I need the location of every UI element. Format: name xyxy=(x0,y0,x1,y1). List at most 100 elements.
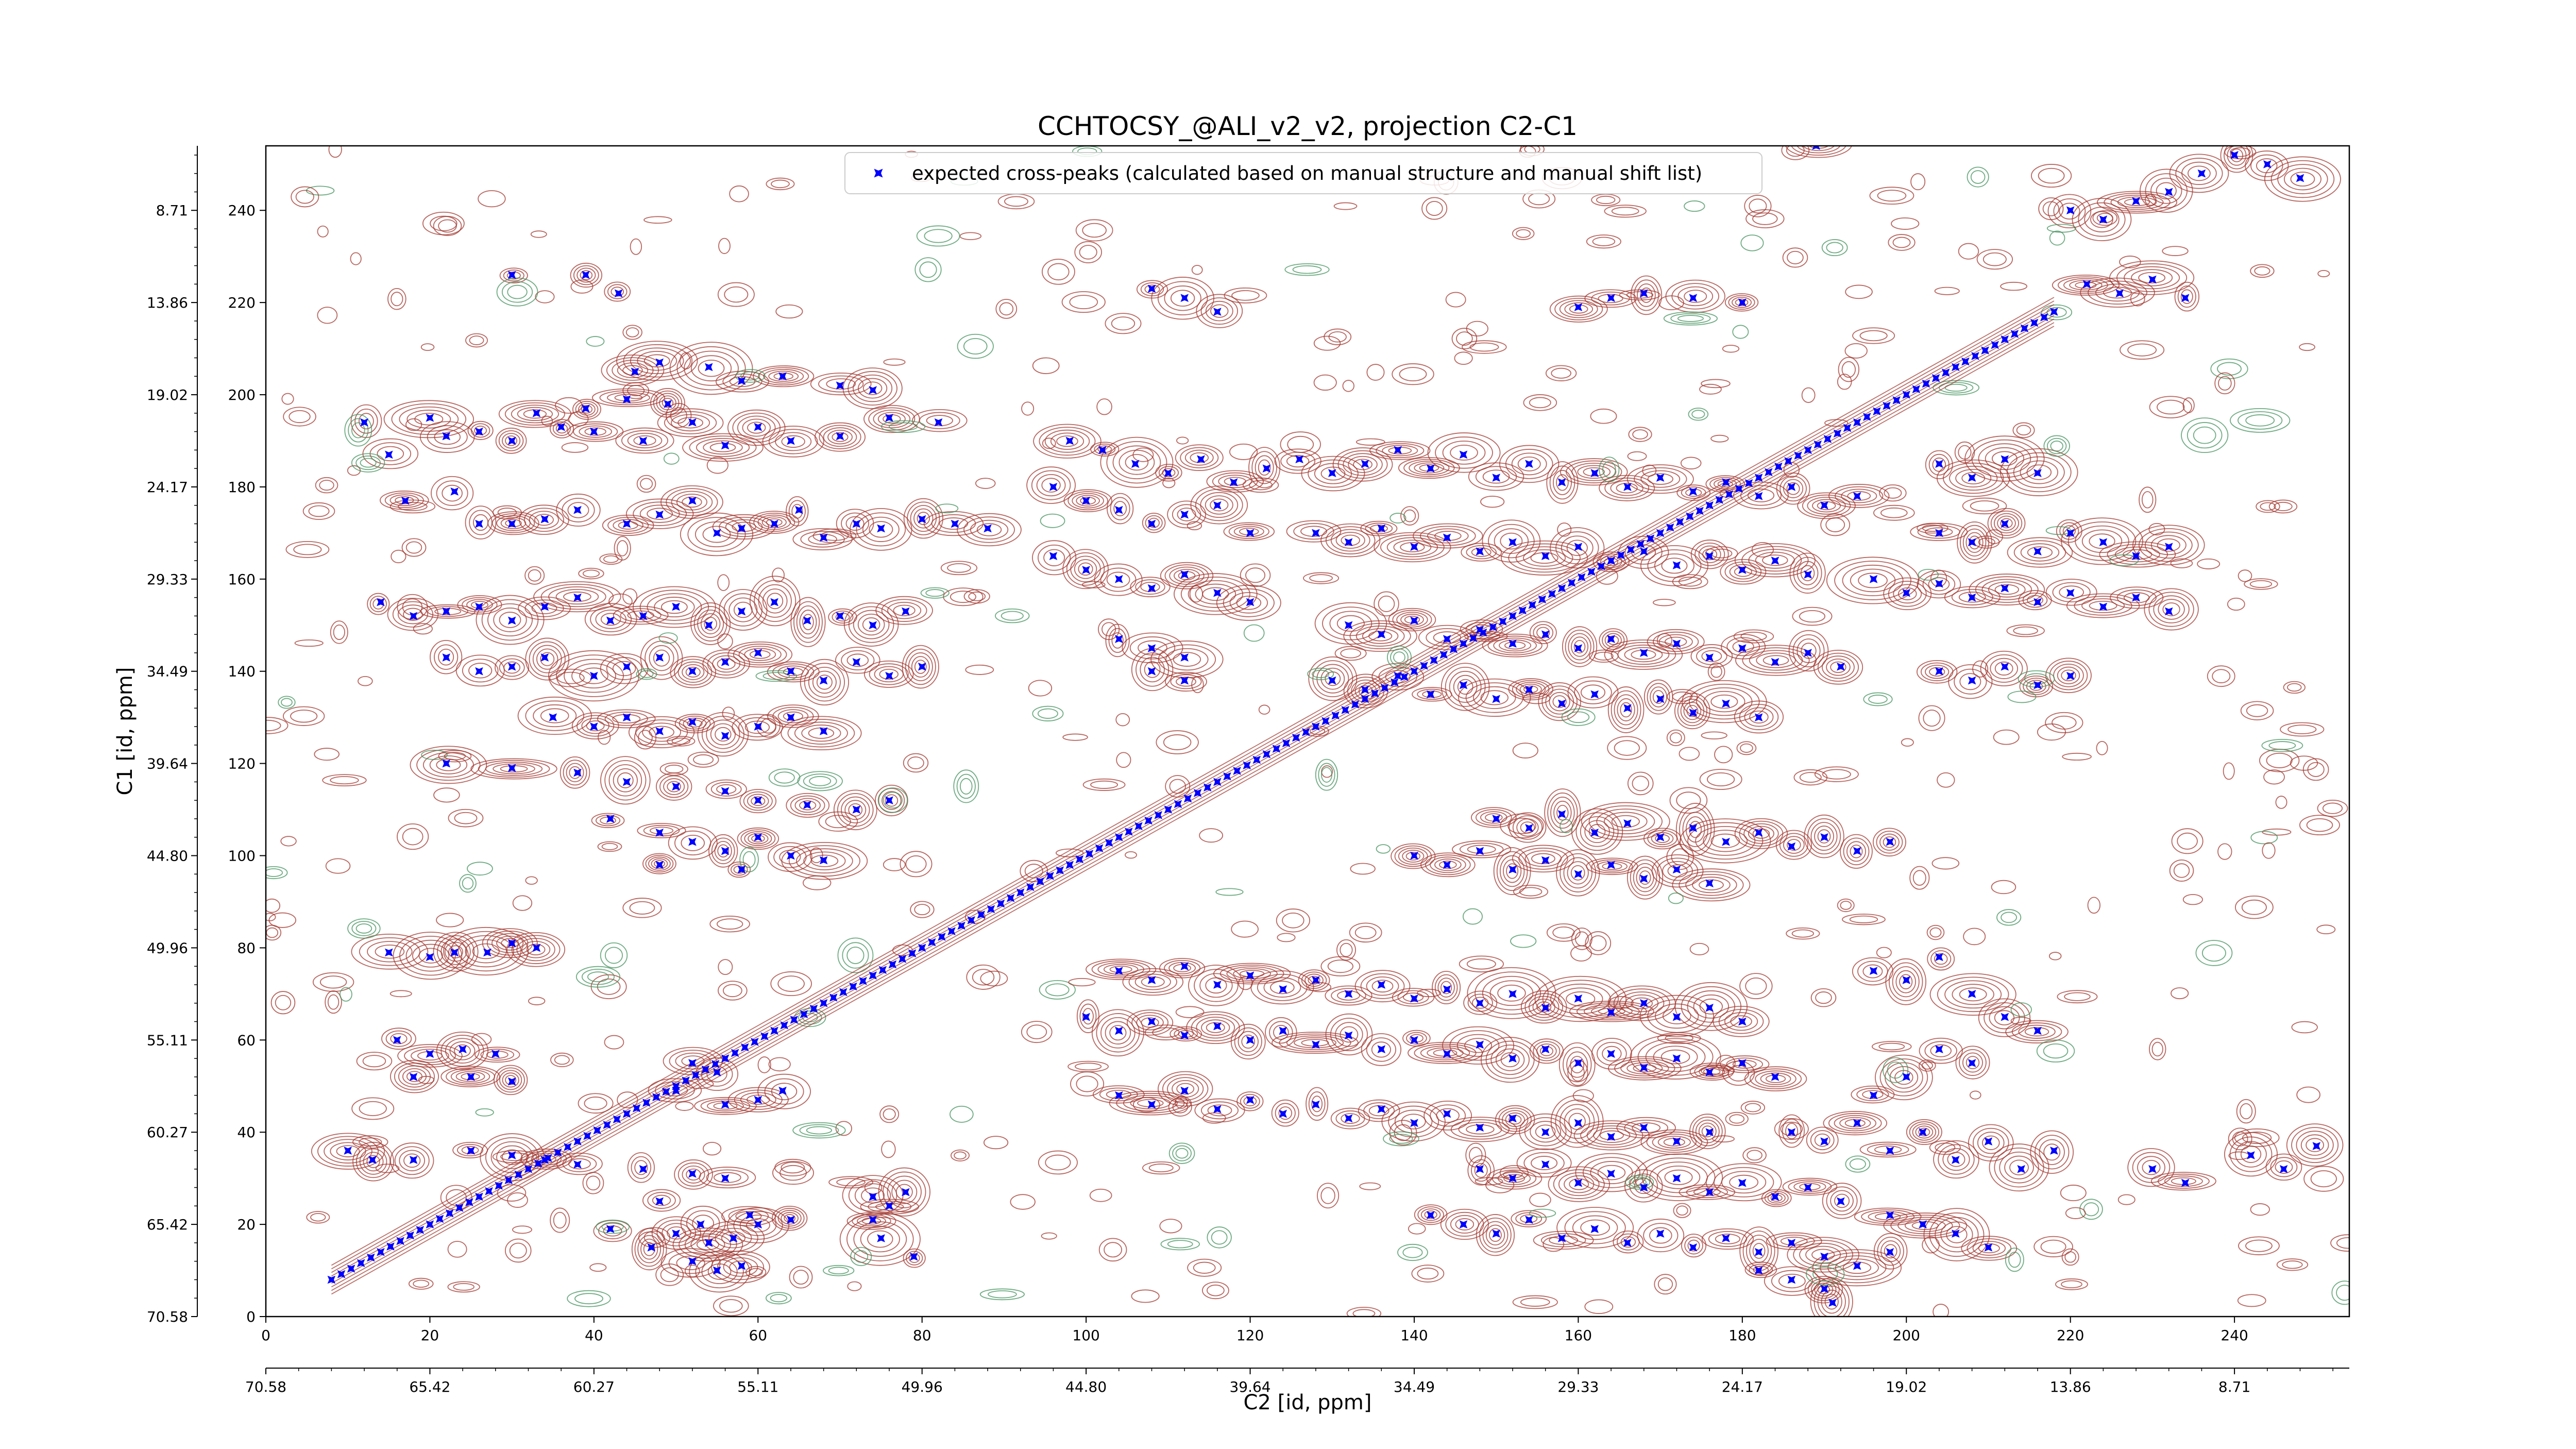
cross-peak-marker xyxy=(1509,1114,1517,1123)
cross-peak-marker xyxy=(713,529,721,537)
contour-ring xyxy=(682,664,705,680)
contour-ring xyxy=(1340,942,1353,957)
contour-ring xyxy=(2188,165,2211,181)
contour-ring xyxy=(1409,460,1450,476)
contour-ring xyxy=(770,1294,788,1303)
contour-ring xyxy=(367,593,390,615)
cross-peak-marker xyxy=(1574,995,1583,1003)
contour-ring xyxy=(1265,1017,1297,1048)
cross-peak-marker xyxy=(885,671,893,680)
cross-peak-marker xyxy=(1607,294,1615,302)
contour-ring xyxy=(1042,437,1056,449)
contour-ring xyxy=(1962,1052,1983,1073)
contour-ring xyxy=(1680,818,1771,864)
contour-ring xyxy=(787,719,855,748)
contour-ring xyxy=(1630,275,1663,315)
cross-peak-marker xyxy=(639,612,648,620)
diagonal-peak-marker xyxy=(426,1220,434,1228)
contour-ring xyxy=(1705,546,1738,561)
contour-ring xyxy=(652,1194,671,1206)
cross-peak-marker xyxy=(852,519,861,528)
contour-ring xyxy=(836,1178,866,1187)
contour-ring xyxy=(1666,729,1685,746)
contour-ring xyxy=(781,1212,799,1225)
contour-ring xyxy=(1486,1167,1543,1190)
cross-peak-marker xyxy=(1656,833,1665,841)
cross-peak-marker xyxy=(475,519,483,528)
contour-ring xyxy=(1394,1109,1433,1134)
cross-peak-marker xyxy=(770,519,778,528)
contour-ring xyxy=(2061,517,2143,565)
contour-ring xyxy=(809,776,832,786)
contour-ring xyxy=(324,1139,372,1164)
contour-ring xyxy=(1660,1049,1690,1065)
contour-ring xyxy=(1575,812,1619,851)
contour-ring xyxy=(1722,345,1740,353)
contour-ring xyxy=(727,861,751,878)
contour-ring xyxy=(1823,1111,1888,1136)
contour-ring xyxy=(1954,668,1987,695)
cross-peak-marker xyxy=(1557,699,1566,708)
contour-ring xyxy=(963,338,988,355)
contour-ring xyxy=(1923,710,1941,727)
contour-ring xyxy=(1520,1298,1550,1307)
contour-ring xyxy=(381,1027,416,1050)
contour-ring xyxy=(315,477,338,494)
contour-ring xyxy=(1701,379,1731,389)
contour-ring xyxy=(1580,684,1605,700)
contour-ring xyxy=(1420,1046,1470,1060)
contour-ring xyxy=(1838,357,1860,382)
contour-ring xyxy=(570,279,594,294)
contour-ring xyxy=(433,787,460,803)
contour-ring xyxy=(1152,1027,1180,1038)
cross-peak-marker xyxy=(2066,529,2075,537)
contour-ring xyxy=(362,1055,386,1068)
diagonal-peak-marker xyxy=(1754,474,1763,482)
contour-ring xyxy=(1523,1152,1565,1174)
contour-ring xyxy=(1130,577,1171,598)
diagonal-peak-marker xyxy=(2020,324,2029,332)
contour-ring xyxy=(2148,592,2194,627)
y-ppm-tick-label: 24.17 xyxy=(147,479,188,496)
cross-peak-marker xyxy=(1213,1022,1222,1031)
diagonal-peak-marker xyxy=(1794,451,1802,460)
contour-ring xyxy=(1498,1107,1532,1132)
contour-ring xyxy=(2250,831,2278,845)
cross-peak-marker xyxy=(1410,616,1418,625)
contour-ring xyxy=(795,848,853,874)
contour-ring xyxy=(2001,912,2018,923)
contour-ring xyxy=(1039,980,1076,1000)
contour-ring xyxy=(772,706,814,726)
cross-peak-marker xyxy=(910,1252,918,1261)
contour-ring xyxy=(882,791,902,810)
contour-ring xyxy=(377,446,404,462)
contour-ring xyxy=(569,766,581,779)
contour-ring xyxy=(311,1133,385,1170)
contour-ring xyxy=(841,650,875,670)
contour-ring xyxy=(607,516,649,534)
contour-ring xyxy=(718,238,731,254)
contour-ring xyxy=(2217,362,2242,376)
contour-ring xyxy=(1948,664,1993,699)
contour-ring xyxy=(1031,470,1071,500)
contour-ring xyxy=(1844,343,1868,359)
contour-ring xyxy=(447,1241,467,1258)
cross-peak-marker xyxy=(1984,1137,1993,1145)
contour-ring xyxy=(716,918,743,930)
contour-ring xyxy=(1096,1013,1140,1053)
contour-ring xyxy=(1934,287,1960,295)
contour-ring xyxy=(729,185,749,203)
contour-ring xyxy=(1436,1108,1460,1123)
contour-ring xyxy=(947,563,971,573)
legend[interactable]: expected cross-peaks (calculated based o… xyxy=(844,152,1762,194)
cross-peak-marker xyxy=(1213,1105,1222,1114)
cross-peak-marker xyxy=(639,436,648,445)
contour-ring xyxy=(455,654,505,687)
y-index-tick-label: 180 xyxy=(228,479,256,496)
contour-ring xyxy=(469,335,484,345)
contour-ring xyxy=(1785,1123,1799,1139)
contour-ring xyxy=(1591,1038,1632,1070)
contour-ring xyxy=(1627,451,1647,461)
contour-ring xyxy=(1513,884,1549,899)
contour-ring xyxy=(2250,154,2283,177)
